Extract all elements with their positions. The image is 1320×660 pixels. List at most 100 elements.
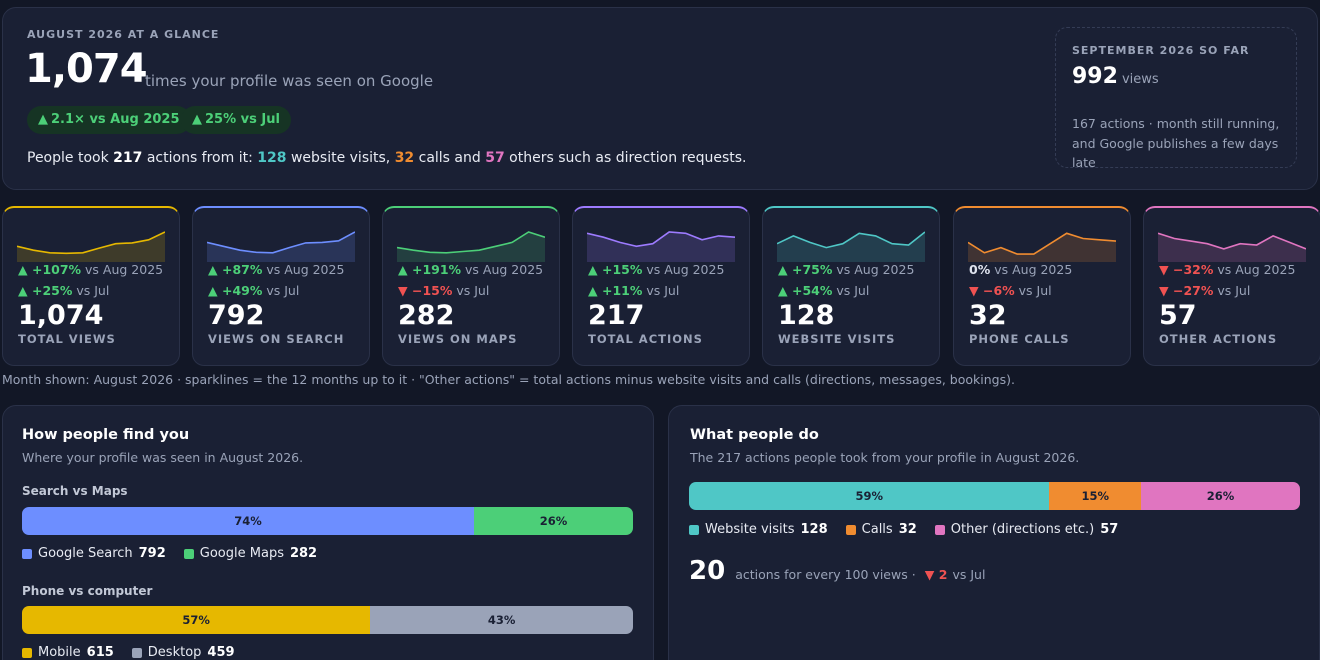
september-so-far-card: SEPTEMBER 2026 SO FAR 992 views 167 actio… [1055, 27, 1297, 170]
sparkline-line [17, 231, 165, 255]
sparkline [587, 231, 735, 262]
legend-name: Other (directions etc.) [950, 522, 1095, 537]
delta-vs-last-month: ▲ +25% vs Jul [18, 283, 109, 298]
delta-text: vs Jul [72, 283, 110, 298]
kpi-label: WEBSITE VISITS [778, 332, 896, 346]
kpi-card-total-actions: ▲ +15% vs Aug 2025 ▲ +11% vs Jul 217 TOTAL … [572, 206, 750, 366]
sparkline-area [968, 233, 1116, 262]
legend-item: Google Maps 282 [183, 546, 318, 561]
kpi-card-views-on-search: ▲ +87% vs Aug 2025 ▲ +49% vs Jul 792 VIEWS … [192, 206, 370, 366]
kpi-card-website-visits: ▲ +75% vs Aug 2025 ▲ +54% vs Jul 128 WEBSIT… [762, 206, 940, 366]
delta-text: vs Jul [452, 283, 490, 298]
footnote: Month shown: August 2026 · sparklines = … [2, 372, 1015, 387]
actions-per-100-views: 20 actions for every 100 views · ▼ 2 vs Ju… [689, 556, 985, 586]
delta-value: ▲ +107% [18, 262, 82, 277]
sparkline-line [397, 231, 545, 254]
bar-segment: 43% [370, 606, 633, 634]
bar-segment: 26% [1141, 482, 1300, 510]
delta-vs-last-year: ▲ +15% vs Aug 2025 [588, 262, 724, 277]
bar-segment: 15% [1049, 482, 1142, 510]
delta-value: ▲ +191% [398, 262, 462, 277]
sparkline-area [207, 232, 355, 262]
hero-eyebrow: AUGUST 2026 AT A GLANCE [27, 28, 220, 41]
legend-value: 57 [1100, 522, 1119, 537]
sparkline-line [587, 231, 735, 248]
delta-value: ▼ −32% [1159, 262, 1214, 277]
actions-summary: People took 217 actions from it: 128 web… [27, 150, 746, 166]
delta-text: vs Aug 2025 [461, 262, 544, 277]
legend-value: 792 [138, 546, 166, 561]
delta-value: ▼ −27% [1159, 283, 1214, 298]
sparkline-area [777, 232, 925, 262]
kpi-label: TOTAL ACTIONS [588, 332, 703, 346]
september-eyebrow: SEPTEMBER 2026 SO FAR [1072, 44, 1250, 57]
summary-text: website visits, [290, 150, 391, 166]
search-vs-maps-legend: Google Search 792 Google Maps 282 [22, 546, 317, 561]
summary-text: People took [27, 150, 109, 166]
delta-value: ▼ −15% [398, 283, 453, 298]
rate-text: actions for every 100 views · [735, 567, 916, 582]
sparkline [397, 231, 545, 262]
kpi-label: VIEWS ON SEARCH [208, 332, 345, 346]
summary-actions: 217 [113, 150, 143, 166]
sparkline-line [1158, 232, 1306, 250]
legend-name: Mobile [38, 645, 81, 660]
panel-title: What people do [690, 427, 819, 443]
kpi-value: 282 [398, 300, 455, 331]
delta-value: ▲ +54% [778, 283, 833, 298]
legend-swatch [131, 647, 142, 658]
delta-vs-last-month: ▼ −15% vs Jul [398, 283, 489, 298]
actions-breakdown-legend: Website visits 128 Calls 32 Other (direction… [689, 522, 1118, 537]
kpi-label: OTHER ACTIONS [1159, 332, 1278, 346]
rate-number: 20 [689, 556, 726, 586]
delta-text: vs Jul [832, 283, 870, 298]
sparkline-area [1158, 233, 1306, 262]
rate-delta-value: 2 [938, 567, 948, 582]
bar-segment: 57% [22, 606, 371, 634]
legend-value: 282 [289, 546, 318, 561]
summary-text: others such as direction requests. [509, 150, 747, 166]
delta-text: vs Jul [642, 283, 680, 298]
legend-item: Desktop 459 [131, 645, 235, 660]
delta-vs-last-month: ▲ +54% vs Jul [778, 283, 869, 298]
delta-vs-last-year: 0% vs Aug 2025 [969, 262, 1072, 277]
legend-swatch [22, 548, 32, 559]
legend-name: Calls [861, 522, 893, 537]
what-people-do-panel: What people do The 217 actions people to… [668, 405, 1320, 660]
legend-value: 615 [86, 645, 114, 660]
kpi-card-other-actions: ▼ −32% vs Aug 2025 ▼ −27% vs Jul 57 OTHER A… [1143, 206, 1320, 366]
kpi-card-phone-calls: 0% vs Aug 2025 ▼ −6% vs Jul 32 PHONE CALLS [953, 206, 1131, 366]
delta-value: 0% [969, 262, 991, 277]
kpi-label: TOTAL VIEWS [18, 332, 116, 346]
legend-name: Google Maps [199, 546, 284, 561]
total-views-number: 1,074 [25, 46, 148, 92]
legend-swatch [183, 548, 194, 559]
delta-text: vs Jul [1213, 283, 1251, 298]
sparkline-line [777, 231, 925, 249]
kpi-value: 57 [1159, 300, 1197, 331]
panel-title: How people find you [22, 427, 190, 443]
delta-text: vs Aug 2025 [642, 262, 725, 277]
group-label-search-vs-maps: Search vs Maps [22, 484, 128, 498]
summary-text: actions from it: [146, 150, 253, 166]
bar-segment: 74% [22, 507, 475, 535]
up-arrow-icon: ▲ [192, 112, 202, 127]
kpi-value: 792 [208, 300, 265, 331]
phone-vs-computer-bar: 57% 43% [22, 606, 633, 634]
delta-vs-last-year: ▲ +75% vs Aug 2025 [778, 262, 914, 277]
legend-item: Google Search 792 [22, 546, 166, 561]
delta-text: vs Aug 2025 [81, 262, 164, 277]
legend-swatch [22, 647, 32, 658]
september-views-unit: views [1121, 72, 1159, 87]
legend-swatch [934, 524, 945, 535]
up-arrow-icon: ▲ [38, 112, 48, 127]
sparkline-area [397, 232, 545, 262]
legend-value: 32 [898, 522, 917, 537]
legend-item: Mobile 615 [22, 645, 114, 660]
search-vs-maps-bar: 74% 26% [22, 507, 633, 535]
phone-vs-computer-legend: Mobile 615 Desktop 459 [22, 645, 235, 660]
september-views: 992 views [1072, 64, 1159, 89]
delta-value: ▲ +15% [588, 262, 643, 277]
panel-subtitle: Where your profile was seen in August 20… [22, 450, 304, 465]
delta-value: ▲ +75% [778, 262, 833, 277]
